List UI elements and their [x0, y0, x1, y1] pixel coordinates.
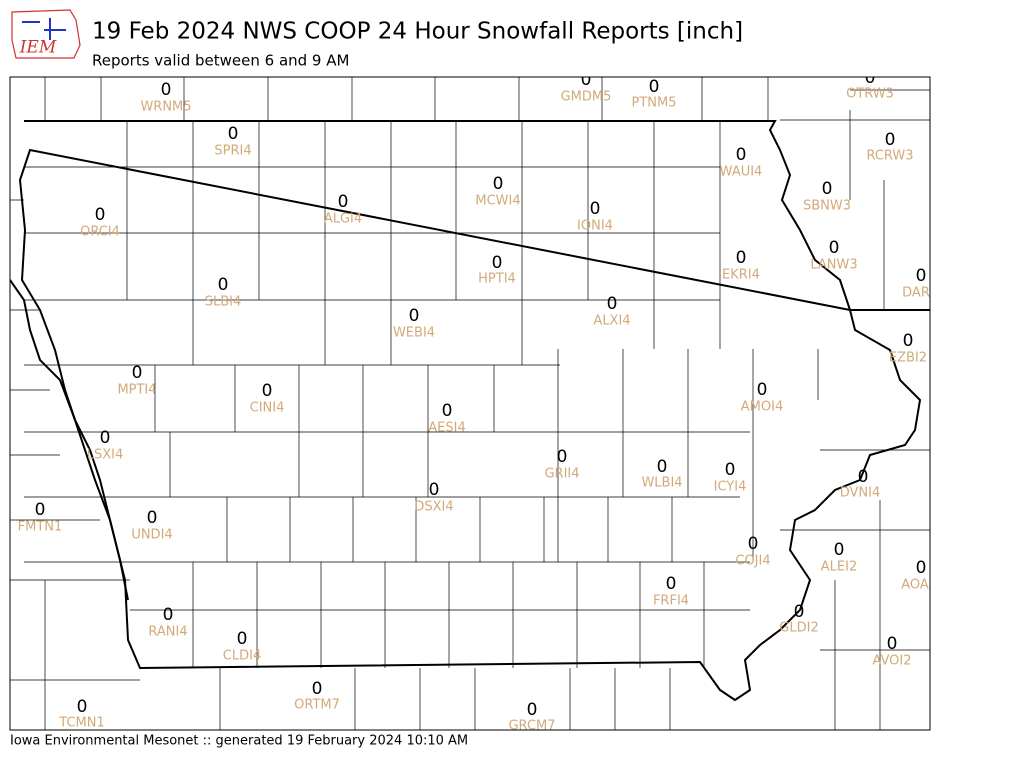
station-value: 0: [409, 306, 420, 326]
station-value: 0: [794, 602, 805, 622]
station-value: 0: [338, 192, 349, 212]
station-value: 0: [429, 480, 440, 500]
station-value: 0: [657, 457, 668, 477]
station-value: 0: [834, 540, 845, 560]
station-id: PTNM5: [632, 96, 677, 111]
station-id: MCWI4: [475, 194, 520, 209]
station-id: EZBI2: [889, 351, 927, 366]
station-id: AESI4: [428, 421, 465, 436]
station-id: ALEI2: [821, 560, 857, 575]
station-value: 0: [35, 500, 46, 520]
station-id: AVOI2: [872, 654, 911, 669]
station-value: 0: [312, 679, 323, 699]
subtitle: Reports valid between 6 and 9 AM: [92, 52, 349, 70]
station-id: HPTI4: [478, 272, 516, 287]
station-id: TCMN1: [58, 716, 104, 731]
station-value: 0: [590, 199, 601, 219]
station-value: 0: [161, 80, 172, 100]
station-id: EKRI4: [722, 268, 760, 283]
station-id: UNDI4: [131, 528, 172, 543]
station-value: 0: [163, 605, 174, 625]
station-id: ALXI4: [593, 314, 630, 329]
station-id: SLBI4: [205, 295, 242, 310]
station-value: 0: [829, 238, 840, 258]
station-value: 0: [77, 697, 88, 717]
station-id: GLDI2: [779, 621, 818, 636]
station-id: ORTM7: [294, 698, 340, 713]
station-id: GRII4: [544, 467, 579, 482]
map-frame: [9, 76, 931, 731]
station-id: ICYI4: [714, 480, 747, 495]
station-value: 0: [865, 68, 876, 88]
footer: Iowa Environmental Mesonet :: generated …: [10, 734, 468, 749]
station-value: 0: [237, 629, 248, 649]
station-value: 0: [649, 77, 660, 97]
title: 19 Feb 2024 NWS COOP 24 Hour Snowfall Re…: [92, 19, 743, 45]
station-id: ALGI4: [324, 212, 362, 227]
county-lines: [10, 77, 930, 730]
station-id: MPTI4: [117, 383, 156, 398]
station-id: SPRI4: [214, 144, 251, 159]
station-value: 0: [95, 205, 106, 225]
station-value: 0: [822, 179, 833, 199]
station-value: 0: [228, 124, 239, 144]
station-value: 0: [581, 70, 592, 90]
station-value: 0: [666, 574, 677, 594]
station-value: 0: [527, 700, 538, 720]
station-value: 0: [132, 363, 143, 383]
station-id: AOA: [901, 578, 929, 593]
station-id: LANW3: [810, 258, 857, 273]
station-value: 0: [736, 248, 747, 268]
station-id: WLBI4: [641, 476, 682, 491]
station-id: GRCM7: [508, 719, 555, 734]
logo-glyph: [22, 18, 66, 40]
station-value: 0: [147, 508, 158, 528]
station-value: 0: [607, 294, 618, 314]
station-value: 0: [262, 381, 273, 401]
station-id: WRNM5: [140, 100, 191, 115]
station-id: OTRW3: [846, 87, 894, 102]
station-value: 0: [725, 460, 736, 480]
station-value: 0: [492, 253, 503, 273]
logo: IEM: [11, 9, 81, 59]
station-value: 0: [916, 558, 927, 578]
station-id: FMTN1: [18, 520, 63, 535]
station-id: WEBI4: [393, 326, 435, 341]
station-value: 0: [916, 266, 927, 286]
station-value: 0: [858, 467, 869, 487]
station-id: CINI4: [250, 401, 285, 416]
station-id: DAR: [902, 286, 930, 301]
station-value: 0: [736, 145, 747, 165]
station-id: SBNW3: [803, 199, 851, 214]
station-id: GMDM5: [561, 90, 612, 105]
station-value: 0: [885, 130, 896, 150]
station-id: DVNI4: [840, 486, 881, 501]
station-value: 0: [100, 428, 111, 448]
station-id: AMOI4: [741, 400, 783, 415]
station-id: LSXI4: [87, 448, 124, 463]
station-id: WAUI4: [720, 165, 763, 180]
station-id: FRFI4: [653, 594, 689, 609]
station-id: ORCI4: [80, 225, 120, 240]
station-id: RCRW3: [866, 149, 913, 164]
station-value: 0: [757, 380, 768, 400]
station-value: 0: [493, 174, 504, 194]
station-value: 0: [887, 634, 898, 654]
station-id: DSXI4: [414, 500, 453, 515]
station-value: 0: [218, 275, 229, 295]
logo-text: IEM: [19, 38, 57, 58]
station-id: CLDI4: [223, 649, 261, 664]
station-value: 0: [442, 401, 453, 421]
station-id: IONI4: [577, 219, 613, 234]
station-id: COJI4: [735, 554, 770, 569]
station-value: 0: [557, 447, 568, 467]
station-value: 0: [748, 534, 759, 554]
station-id: RANI4: [148, 625, 187, 640]
station-value: 0: [903, 331, 914, 351]
